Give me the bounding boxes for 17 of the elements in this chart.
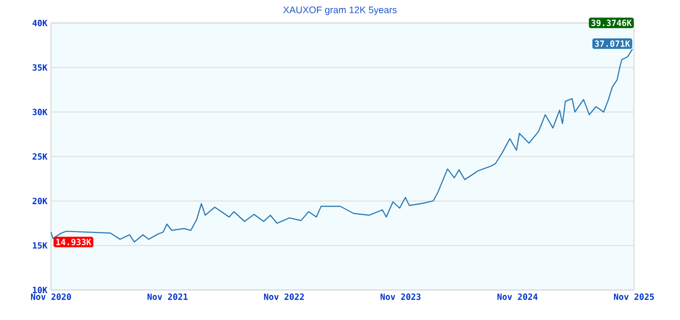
x-tick-label: Nov 2022 [264, 294, 304, 300]
x-tick-label: Nov 2020 [31, 294, 71, 300]
y-tick-label: 40K [32, 20, 48, 26]
y-tick-label: 10K [32, 286, 48, 294]
annotation: 37.071K [594, 40, 630, 47]
y-tick-label: 35K [32, 64, 48, 71]
x-tick-label: Nov 2021 [148, 294, 188, 300]
annotation: 39.3746K [591, 20, 632, 26]
y-tick-label: 25K [32, 153, 48, 160]
x-tick-label: Nov 2025 [614, 294, 654, 300]
y-tick-label: 20K [32, 198, 48, 204]
chart-title: XAUXOF gram 12K 5years [283, 6, 397, 16]
annotation: 14.933K [56, 238, 92, 246]
y-tick-label: 15K [32, 242, 48, 249]
y-tick-label: 30K [32, 108, 48, 116]
x-tick-label: Nov 2024 [497, 294, 538, 300]
x-tick-label: Nov 2023 [380, 294, 421, 300]
